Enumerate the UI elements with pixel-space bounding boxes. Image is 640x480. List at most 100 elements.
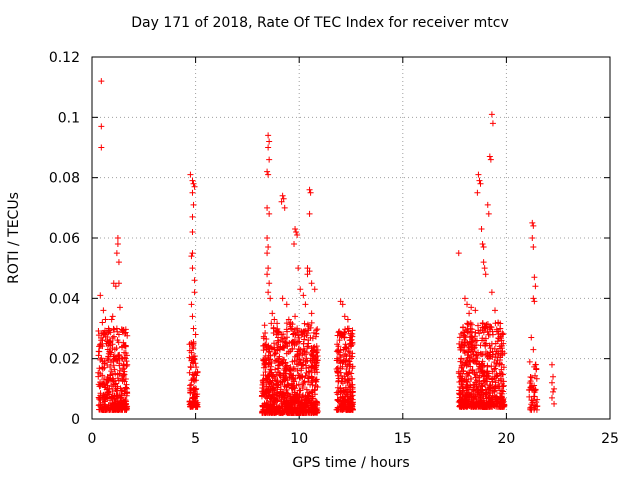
data-point <box>190 180 197 187</box>
data-point <box>306 210 313 217</box>
data-point <box>283 301 290 308</box>
data-point <box>344 316 351 323</box>
data-point <box>526 386 533 393</box>
data-point <box>550 388 557 395</box>
data-point <box>115 406 122 413</box>
data-point <box>479 324 486 331</box>
data-point <box>465 369 472 376</box>
data-point <box>104 395 111 402</box>
data-point <box>186 354 193 361</box>
data-point <box>267 295 274 302</box>
data-point <box>349 341 356 348</box>
data-point <box>263 336 270 343</box>
data-point <box>500 364 507 371</box>
data-point <box>95 394 102 401</box>
data-point <box>471 371 478 378</box>
data-point <box>97 341 104 348</box>
data-point <box>489 378 496 385</box>
data-point <box>300 328 307 335</box>
data-point <box>493 348 500 355</box>
data-point <box>111 395 118 402</box>
data-point <box>310 352 317 359</box>
data-point <box>276 370 283 377</box>
data-point <box>113 387 120 394</box>
data-point <box>296 356 303 363</box>
data-point <box>265 356 272 363</box>
data-point <box>188 349 195 356</box>
data-point <box>483 321 490 328</box>
data-point <box>487 323 494 330</box>
data-point <box>308 310 315 317</box>
data-point <box>299 383 306 389</box>
data-point <box>189 355 196 362</box>
data-point <box>277 343 284 350</box>
data-point <box>187 171 194 178</box>
data-point <box>293 228 300 235</box>
data-point <box>346 334 353 341</box>
data-point <box>268 409 275 416</box>
data-point <box>264 401 271 408</box>
data-point <box>103 376 110 383</box>
data-point <box>527 384 534 391</box>
data-point <box>121 330 128 337</box>
data-point <box>497 325 504 332</box>
data-point <box>265 361 272 368</box>
data-point <box>475 171 482 178</box>
data-point <box>268 320 275 327</box>
data-point <box>300 345 307 352</box>
data-point <box>122 355 129 362</box>
x-axis-label: GPS time / hours <box>292 455 410 471</box>
data-point <box>466 344 473 351</box>
x-tick-label: 0 <box>88 431 97 447</box>
data-point <box>281 376 288 383</box>
data-point <box>265 132 272 139</box>
data-point <box>482 271 489 278</box>
data-point <box>337 298 344 305</box>
data-point <box>548 361 555 368</box>
data-point <box>532 361 539 368</box>
data-point <box>270 404 277 411</box>
data-point <box>288 384 295 391</box>
data-point <box>265 144 272 151</box>
data-point <box>548 394 555 401</box>
data-point <box>289 338 296 345</box>
data-point <box>283 384 290 391</box>
data-point <box>337 360 344 367</box>
data-point <box>297 359 304 366</box>
data-point <box>534 396 541 403</box>
data-point <box>192 377 199 384</box>
data-point <box>116 360 123 367</box>
data-point <box>530 295 537 302</box>
data-point <box>113 250 120 257</box>
data-point <box>306 186 313 193</box>
data-point <box>98 330 105 337</box>
data-point <box>333 389 340 396</box>
data-point <box>118 372 125 379</box>
data-point <box>312 409 319 416</box>
data-point <box>308 319 315 326</box>
data-point <box>341 313 348 320</box>
data-point <box>466 310 473 317</box>
data-point <box>104 378 111 385</box>
data-point <box>122 375 129 382</box>
data-point <box>465 352 472 359</box>
data-point <box>271 346 278 353</box>
data-point <box>278 402 285 409</box>
data-point <box>527 374 534 380</box>
data-point <box>118 400 125 407</box>
data-point <box>529 235 536 241</box>
data-point <box>108 383 115 390</box>
data-point <box>482 402 489 409</box>
data-point <box>105 325 112 332</box>
data-point <box>303 386 310 393</box>
data-point <box>190 394 197 401</box>
data-point <box>191 289 198 296</box>
data-point <box>301 336 308 343</box>
data-point <box>333 348 340 355</box>
data-point <box>302 393 309 400</box>
data-point <box>108 316 115 323</box>
data-point <box>461 349 468 356</box>
data-point <box>457 358 464 365</box>
data-point <box>267 391 274 398</box>
